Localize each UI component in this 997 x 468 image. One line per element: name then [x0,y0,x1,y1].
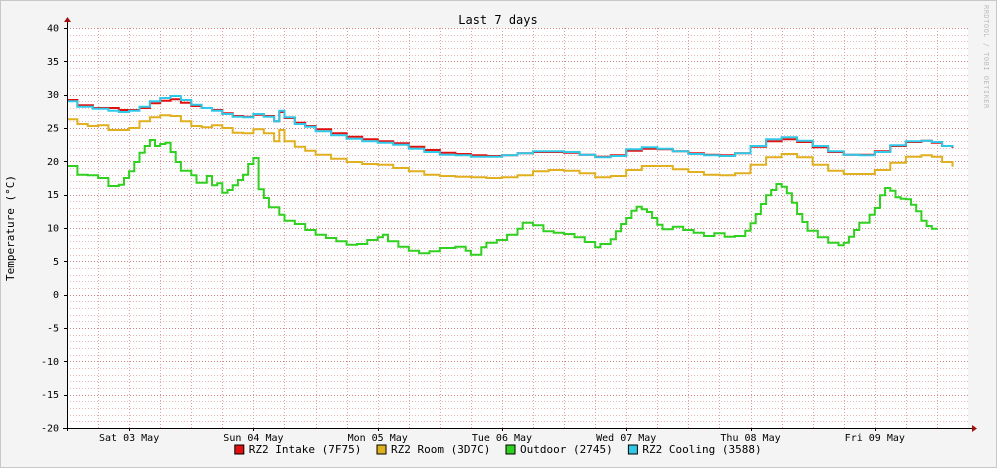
rrdtool-watermark: RRDTOOL / TOBI OETIKER [982,5,990,109]
y-tick-label: 10 [47,224,59,235]
y-tick-label: 15 [47,190,59,201]
chart-title: Last 7 days [458,13,537,27]
y-tick-label: -5 [47,324,59,335]
y-tick-label: 35 [47,57,59,68]
y-tick-label: -15 [41,390,59,401]
y-axis-label: Temperature (°C) [4,175,17,281]
y-tick-label: 30 [47,90,59,101]
y-tick-label: 20 [47,157,59,168]
legend-item-2: RZ2 Room (3D7C) [376,443,490,456]
x-tick-label: Fri 09 May [845,433,905,444]
legend-swatch [627,444,638,455]
legend-item-3: Outdoor (2745) [505,443,613,456]
x-axis-arrow-icon [972,425,977,432]
y-axis-arrow-icon [64,17,71,22]
series-line-2 [67,114,954,179]
series-line-3 [67,139,938,256]
y-tick-label: 40 [47,24,59,35]
series-line-4 [67,95,954,159]
x-tick-label: Sat 03 May [99,433,159,444]
x-tick-label: Wed 07 May [596,433,656,444]
x-tick-label: Sun 04 May [223,433,283,444]
x-tick-label: Tue 06 May [472,433,532,444]
legend: RZ2 Intake (7F75) RZ2 Room (3D7C) Outdoor … [234,443,762,456]
axes [63,17,977,432]
x-tick-label: Mon 05 May [348,433,408,444]
legend-item-1: RZ2 Intake (7F75) [234,443,362,456]
legend-swatch [234,444,245,455]
y-tick-label: -20 [41,424,59,435]
y-tick-label: -10 [41,357,59,368]
legend-item-4: RZ2 Cooling (3588) [627,443,762,456]
y-tick-label: 0 [53,290,59,301]
x-tick-labels: Sat 03 May Sun 04 May Mon 05 May Tue 06 May… [99,433,905,444]
x-tick-label: Thu 08 May [720,433,780,444]
y-tick-labels: 40 35 30 25 20 15 10 5 0 -5 -10 -15 -20 [41,24,59,435]
legend-label: Outdoor (2745) [520,443,613,456]
legend-label: RZ2 Intake (7F75) [249,443,362,456]
y-tick-label: 25 [47,124,59,135]
legend-swatch [505,444,516,455]
y-tick-label: 5 [53,257,59,268]
series-layer [67,95,954,256]
legend-label: RZ2 Room (3D7C) [391,443,490,456]
legend-swatch [376,444,387,455]
legend-label: RZ2 Cooling (3588) [642,443,761,456]
